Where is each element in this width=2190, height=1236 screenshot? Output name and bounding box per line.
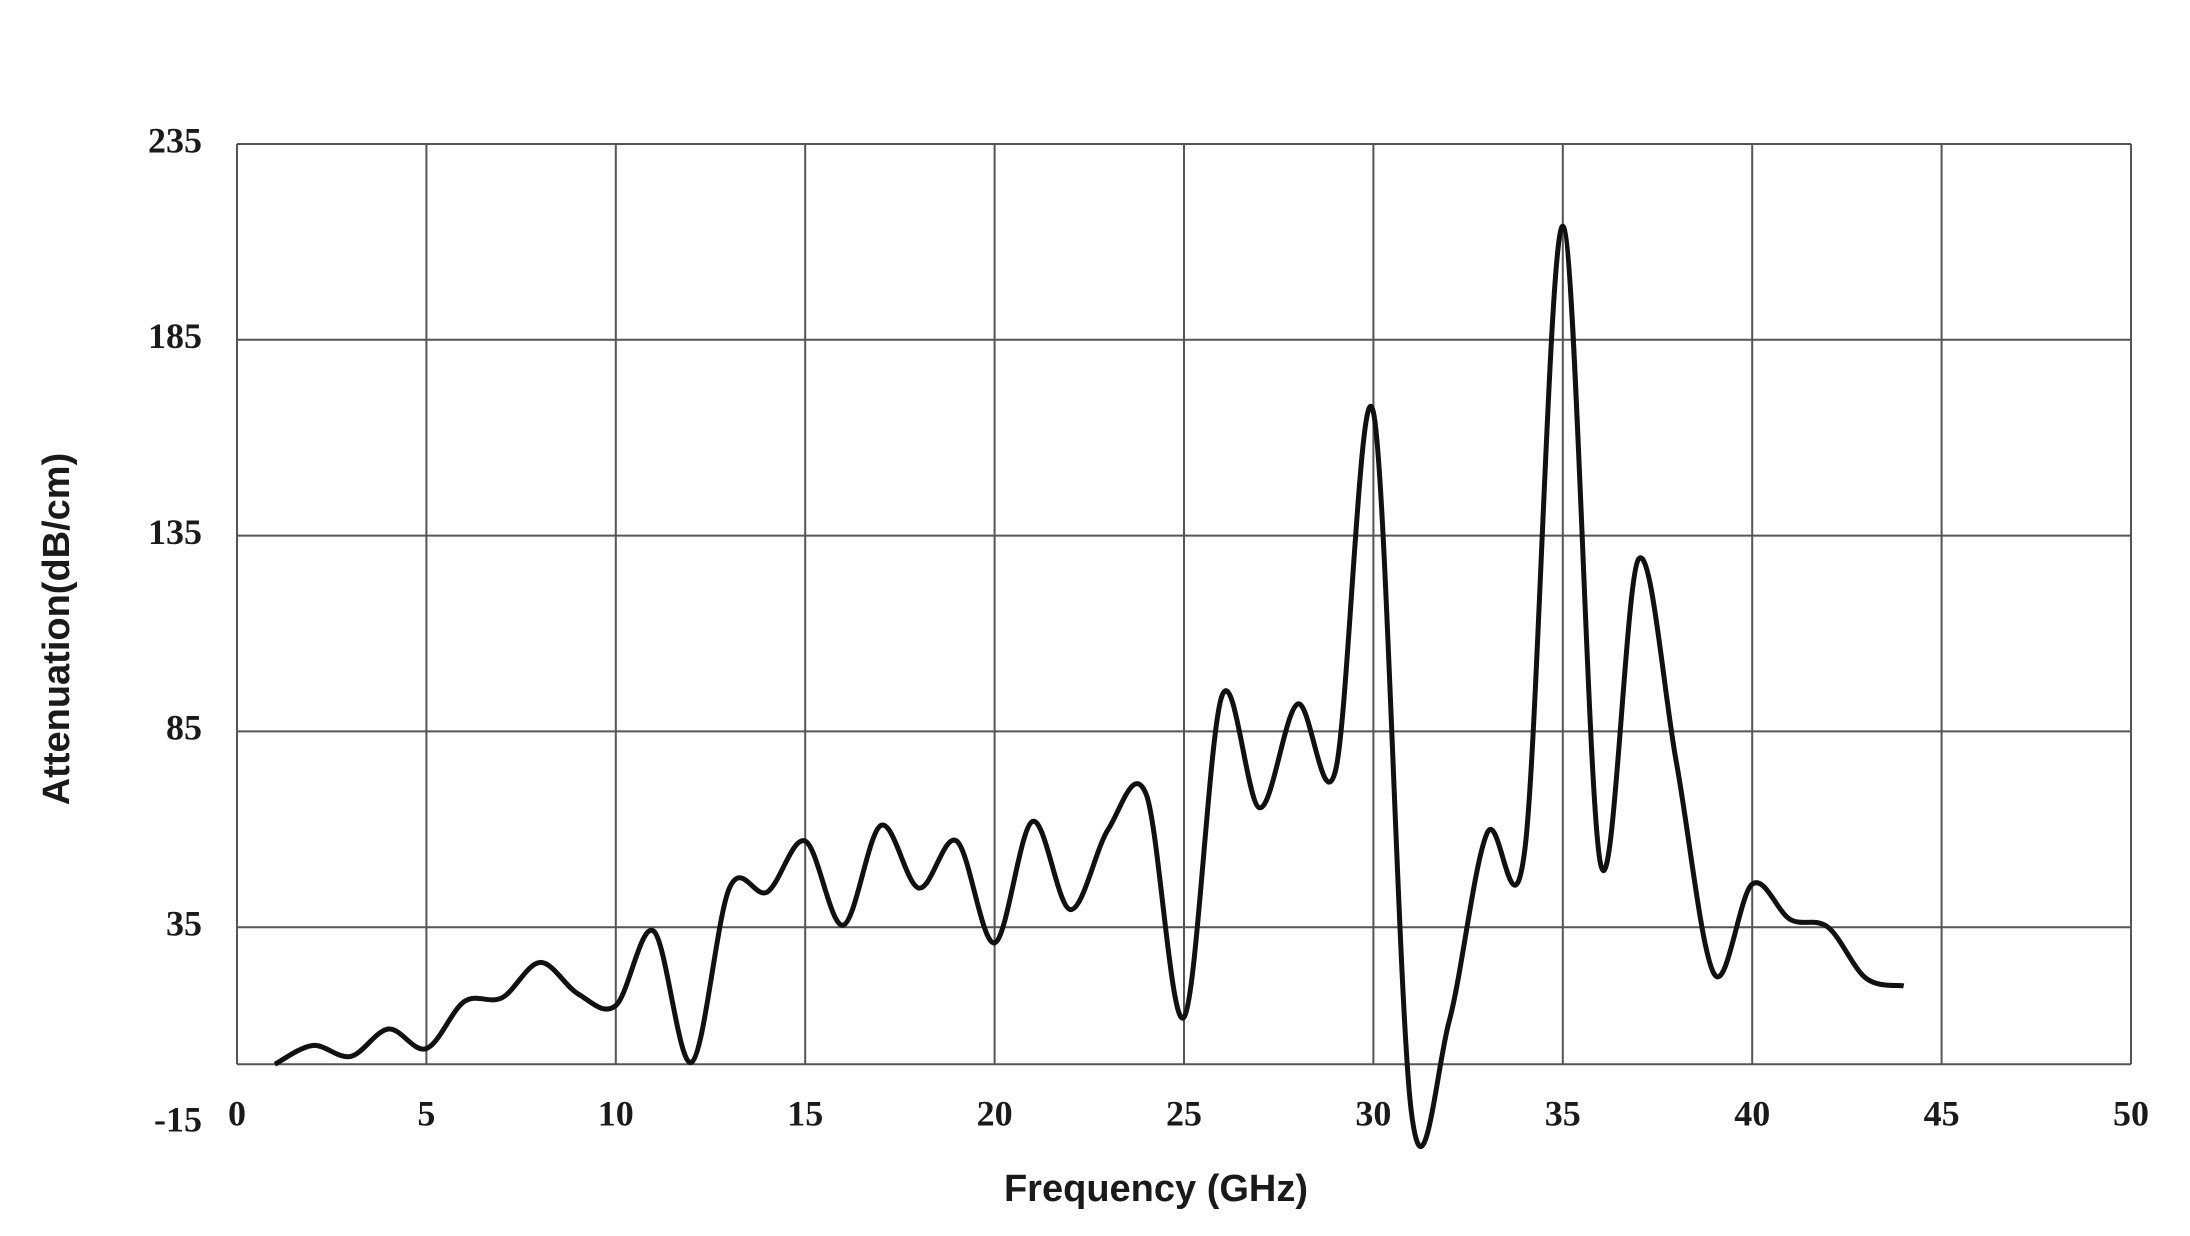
x-tick-label: 5 <box>417 1093 435 1133</box>
x-tick-label: 45 <box>1924 1093 1960 1133</box>
y-axis-title: Attenuation(dB/cm) <box>36 453 78 806</box>
x-tick-label: 40 <box>1734 1093 1770 1133</box>
x-tick-label: 35 <box>1545 1093 1581 1133</box>
data-line <box>273 223 1905 1149</box>
y-tick-label: 185 <box>148 316 202 356</box>
x-tick-label: 25 <box>1166 1093 1202 1133</box>
y-tick-label: 135 <box>148 512 202 552</box>
x-tick-label: 10 <box>598 1093 634 1133</box>
x-axis-title: Frequency (GHz) <box>1004 1168 1308 1210</box>
y-tick-label: -15 <box>154 1099 202 1139</box>
y-tick-label: 35 <box>166 903 202 943</box>
x-tick-label: 15 <box>787 1093 823 1133</box>
x-tick-label: 50 <box>2113 1093 2149 1133</box>
x-tick-label: 20 <box>977 1093 1013 1133</box>
x-tick-label: 0 <box>228 1093 246 1133</box>
x-tick-label: 30 <box>1355 1093 1391 1133</box>
y-tick-label: 85 <box>166 708 202 748</box>
y-tick-label: 235 <box>148 120 202 160</box>
